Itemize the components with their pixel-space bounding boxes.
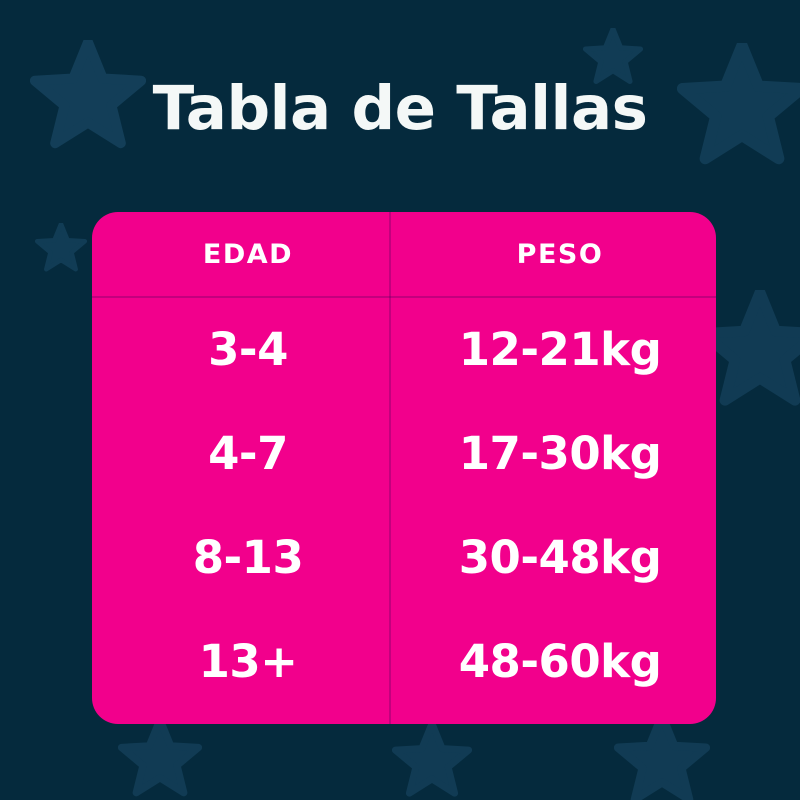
column-header-edad: EDAD (202, 239, 294, 270)
star-bottom-center-icon (395, 724, 468, 794)
cell-edad: 3-4 (208, 323, 288, 376)
table-row: 13+ 48-60kg (92, 610, 716, 714)
cell-peso: 12-21kg (458, 323, 662, 376)
cell-peso: 17-30kg (458, 427, 662, 480)
column-divider (389, 212, 391, 724)
table-row: 8-13 30-48kg (92, 506, 716, 610)
cell-peso: 30-48kg (458, 531, 662, 584)
table-header-row: EDAD PESO (92, 212, 716, 298)
column-header-peso: PESO (516, 239, 604, 270)
star-upper-left-small-icon (37, 224, 85, 269)
size-table: EDAD PESO 3-4 12-21kg 4-7 17-30kg 8-13 3… (92, 212, 716, 714)
cell-edad: 8-13 (192, 531, 304, 584)
table-row: 3-4 12-21kg (92, 298, 716, 402)
cell-peso: 48-60kg (458, 635, 662, 688)
star-bottom-right-icon (618, 716, 706, 800)
table-row: 4-7 17-30kg (92, 402, 716, 506)
star-right-middle-icon (703, 292, 800, 400)
size-table-card: EDAD PESO 3-4 12-21kg 4-7 17-30kg 8-13 3… (92, 212, 716, 724)
page-title: Tabla de Tallas (152, 73, 648, 144)
header-divider (92, 296, 716, 298)
star-bottom-left-icon (122, 720, 199, 793)
cell-edad: 13+ (198, 635, 298, 688)
cell-edad: 4-7 (208, 427, 288, 480)
